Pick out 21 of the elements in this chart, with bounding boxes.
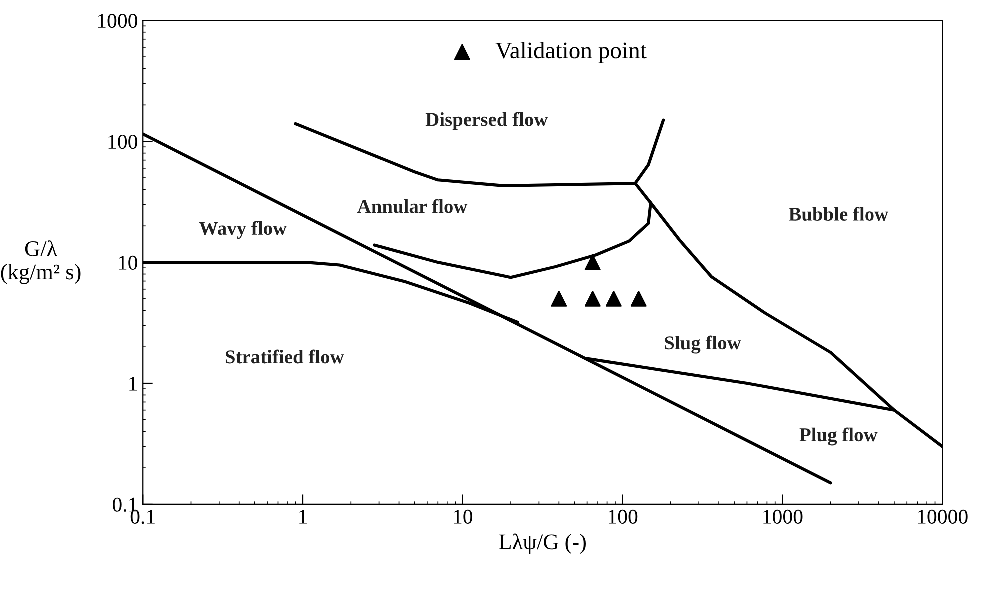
x-axis-title: Lλψ/G (-) (499, 534, 586, 554)
annotation: Dispersed flow (426, 112, 548, 130)
legend-label: Validation point (496, 42, 647, 64)
annotation: Slug flow (665, 336, 742, 354)
x-tick-label: 0.1 (130, 510, 155, 524)
y-tick-label: 0.1 (113, 498, 138, 512)
annotation: Bubble flow (789, 207, 889, 222)
y-tick-label: 100 (108, 134, 138, 150)
annotation: Plug flow (800, 428, 878, 446)
annotation: Stratified flow (226, 350, 344, 364)
x-tick-label: 1 (300, 510, 307, 524)
annotation: Wavy flow (199, 221, 287, 240)
x-tick-label: 1000 (764, 510, 803, 524)
y-tick-label: 1 (130, 376, 138, 391)
annotation: Annular flow (358, 199, 468, 214)
y-tick-label: 10 (119, 256, 138, 270)
x-tick-label: 100 (609, 510, 638, 524)
y-axis-title: G/λ (kg/m² s) (1, 240, 81, 284)
x-tick-label: 10000 (918, 510, 968, 524)
y-tick-label: 1000 (98, 14, 138, 28)
x-tick-label: 10 (454, 510, 473, 524)
